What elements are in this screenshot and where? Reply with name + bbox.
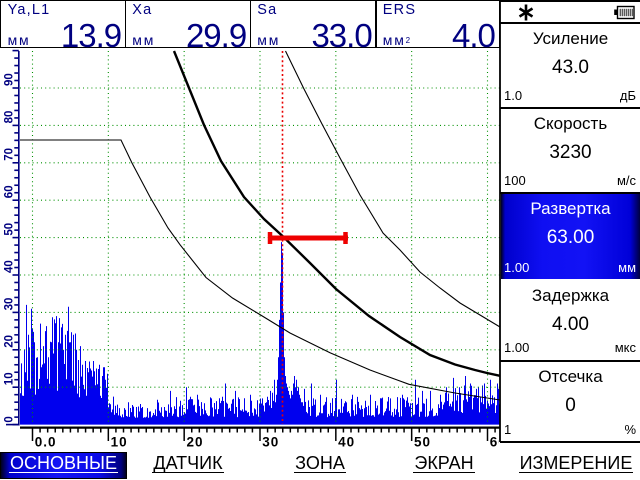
svg-text:80: 80 — [4, 111, 16, 124]
svg-text:50: 50 — [4, 223, 16, 236]
svg-text:30: 30 — [4, 298, 16, 311]
svg-text:20: 20 — [187, 435, 204, 450]
svg-text:20: 20 — [4, 335, 16, 348]
svg-text:0.0: 0.0 — [35, 435, 57, 450]
svg-text:50: 50 — [414, 435, 431, 450]
svg-text:10: 10 — [4, 372, 16, 385]
svg-text:10: 10 — [111, 435, 128, 450]
svg-text:70: 70 — [4, 148, 16, 161]
svg-text:60: 60 — [4, 185, 16, 198]
svg-text:60: 60 — [490, 435, 507, 450]
svg-text:30: 30 — [262, 435, 279, 450]
svg-text:0: 0 — [4, 416, 16, 422]
svg-text:40: 40 — [338, 435, 355, 450]
svg-text:40: 40 — [4, 260, 16, 273]
svg-text:90: 90 — [4, 73, 16, 86]
